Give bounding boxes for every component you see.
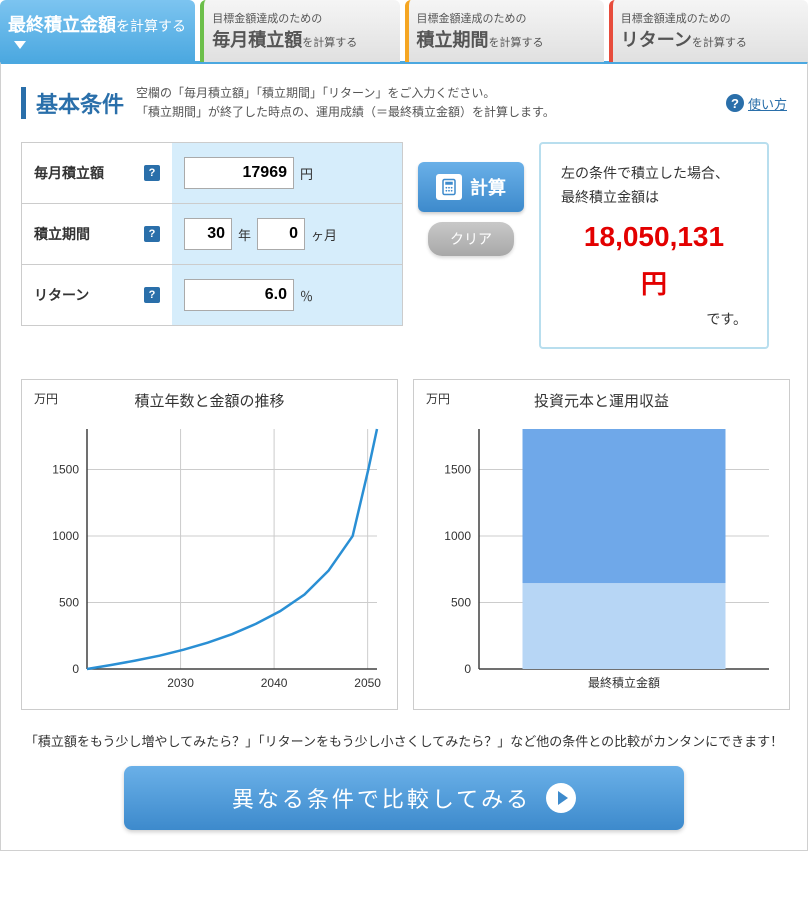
svg-text:0: 0 xyxy=(72,662,79,676)
svg-text:1500: 1500 xyxy=(52,462,79,476)
monthly-input[interactable] xyxy=(184,157,294,189)
svg-text:1500: 1500 xyxy=(444,462,471,476)
tab-label: 最終積立金額 xyxy=(8,15,116,35)
arrow-right-icon xyxy=(546,783,576,813)
clear-button[interactable]: クリア xyxy=(428,222,514,256)
section-title: 基本条件 xyxy=(21,87,124,119)
svg-text:1000: 1000 xyxy=(52,529,79,543)
svg-text:2030: 2030 xyxy=(167,676,194,690)
period-label: 積立期間 ? xyxy=(22,204,172,264)
svg-text:2040: 2040 xyxy=(261,676,288,690)
compare-button[interactable]: 異なる条件で比較してみる xyxy=(124,766,684,830)
chevron-down-icon xyxy=(14,41,26,49)
tab-period[interactable]: 目標金額達成のための 積立期間を計算する xyxy=(405,0,604,62)
result-value: 18,050,131 xyxy=(561,220,747,254)
input-table: 毎月積立額 ? 円 積立期間 ? 年 ヶ月 xyxy=(21,142,403,326)
help-icon[interactable]: ? xyxy=(144,165,160,181)
svg-text:2050: 2050 xyxy=(354,676,381,690)
chart-breakdown: 万円 投資元本と運用収益 050010001500最終積立金額 xyxy=(413,379,790,710)
years-input[interactable] xyxy=(184,218,232,250)
chart-growth: 万円 積立年数と金額の推移 050010001500203020402050 xyxy=(21,379,398,710)
calculate-button[interactable]: 計算 xyxy=(418,162,524,212)
help-icon[interactable]: ? xyxy=(144,287,160,303)
svg-text:最終積立金額: 最終積立金額 xyxy=(588,675,660,690)
tab-bar: 最終積立金額を計算する 目標金額達成のための 毎月積立額を計算する 目標金額達成… xyxy=(0,0,808,62)
monthly-label: 毎月積立額 ? xyxy=(22,143,172,203)
tab-return[interactable]: 目標金額達成のための リターンを計算する xyxy=(609,0,808,62)
result-box: 左の条件で積立した場合、 最終積立金額は 18,050,131 円 です。 xyxy=(539,142,769,348)
chart-title: 投資元本と運用収益 xyxy=(424,390,779,411)
main-panel: 基本条件 空欄の「毎月積立額」「積立期間」「リターン」をご入力ください。 「積立… xyxy=(0,61,808,851)
svg-text:1000: 1000 xyxy=(444,529,471,543)
svg-text:500: 500 xyxy=(59,595,79,609)
bar-chart: 0 500 1000 1500 最終積立金額 xyxy=(424,419,779,699)
tab-final-amount[interactable]: 最終積立金額を計算する xyxy=(0,0,195,62)
help-link[interactable]: ? 使い方 xyxy=(726,94,787,113)
tab-monthly-amount[interactable]: 目標金額達成のための 毎月積立額を計算する xyxy=(200,0,399,62)
svg-text:500: 500 xyxy=(451,595,471,609)
line-chart: 0 500 1000 1500 2030 2040 2050 xyxy=(32,419,387,699)
help-icon[interactable]: ? xyxy=(144,226,160,242)
months-input[interactable] xyxy=(257,218,305,250)
help-icon: ? xyxy=(726,94,744,112)
section-description: 空欄の「毎月積立額」「積立期間」「リターン」をご入力ください。 「積立期間」が終… xyxy=(136,84,714,122)
return-input[interactable] xyxy=(184,279,294,311)
return-label: リターン ? xyxy=(22,265,172,325)
compare-text: 「積立額をもう少し増やしてみたら？」「リターンをもう少し小さくしてみたら？」など… xyxy=(21,732,787,753)
chart-title: 積立年数と金額の推移 xyxy=(32,390,387,411)
calculator-icon xyxy=(436,174,462,200)
svg-text:0: 0 xyxy=(464,662,471,676)
